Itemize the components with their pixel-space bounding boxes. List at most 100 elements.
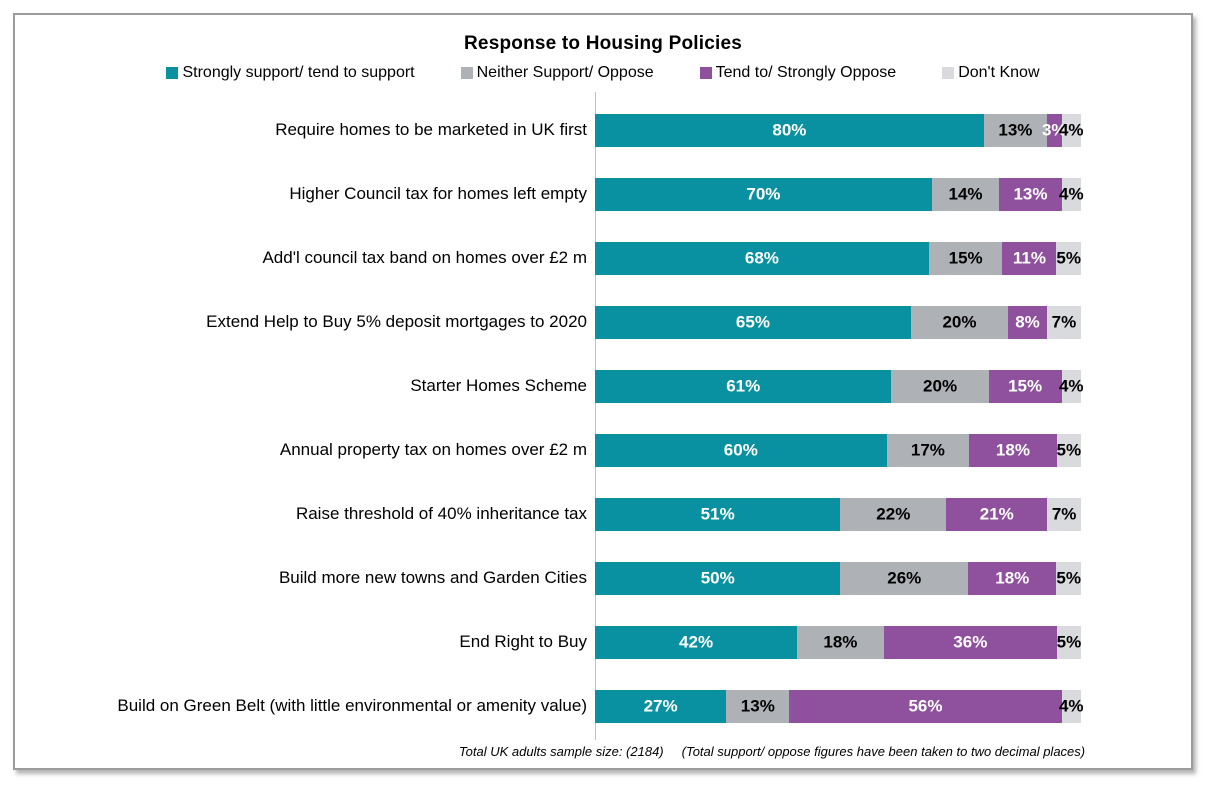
- chart-row: Build more new towns and Garden Cities 50…: [15, 546, 1191, 610]
- category-label: Starter Homes Scheme: [410, 376, 587, 395]
- bar-value-label: 80%: [772, 120, 807, 140]
- footnote-sample-size: Total UK adults sample size: (2184): [458, 744, 664, 759]
- bar-value-label: 15%: [948, 248, 983, 268]
- chart-row: Extend Help to Buy 5% deposit mortgages …: [15, 290, 1191, 354]
- bar-segment: 56%: [789, 689, 1062, 723]
- bar-value-label: 4%: [1058, 376, 1084, 396]
- bar-value-label: 13%: [998, 120, 1033, 140]
- bar-segment: 26%: [840, 561, 969, 595]
- bar-segment: 50%: [595, 561, 841, 595]
- legend-item-oppose: Tend to/ Strongly Oppose: [699, 64, 896, 82]
- legend-swatch-support-icon: [166, 67, 179, 79]
- bar-segment: 4%: [1059, 177, 1084, 211]
- footnote-note: (Total support/ oppose figures have been…: [681, 744, 1086, 759]
- bar-value-label: 4%: [1059, 184, 1084, 204]
- chart-rows: Require homes to be marketed in UK first…: [15, 98, 1191, 738]
- bar-segment: 17%: [886, 433, 970, 467]
- bar-value-label: 17%: [910, 440, 945, 460]
- category-label: Higher Council tax for homes left empty: [289, 184, 587, 203]
- bar-segment: 5%: [1056, 625, 1082, 659]
- bar-value-label: 50%: [700, 568, 735, 588]
- bar-segment: 15%: [928, 241, 1003, 275]
- bar-value-label: 14%: [948, 184, 983, 204]
- bar-value-label: 15%: [1008, 376, 1043, 396]
- bar-value-label: 8%: [1015, 312, 1040, 332]
- bar-track: 61% 20% 15% 4%: [595, 369, 1084, 403]
- bar-segment: 18%: [969, 433, 1057, 467]
- bar-segment: 61%: [595, 369, 892, 403]
- bar-segment: 51%: [595, 497, 841, 531]
- bar-value-label: 61%: [726, 376, 761, 396]
- bar-segment: 68%: [595, 241, 929, 275]
- chart-row: End Right to Buy 42% 18% 36% 5%: [15, 610, 1191, 674]
- bar-segment: 60%: [595, 433, 887, 467]
- bar-value-label: 5%: [1056, 440, 1082, 460]
- bar-value-label: 18%: [995, 568, 1030, 588]
- bar-value-label: 20%: [942, 312, 977, 332]
- legend-swatch-neither-icon: [460, 67, 473, 79]
- bar-value-label: 5%: [1056, 632, 1082, 652]
- bar-value-label: 3%: [1041, 120, 1067, 140]
- y-axis-line: [595, 92, 596, 740]
- bar-value-label: 36%: [953, 632, 988, 652]
- bar-segment: 4%: [1058, 369, 1084, 403]
- bar-value-label: 11%: [1012, 248, 1046, 268]
- bar-value-label: 4%: [1058, 696, 1084, 716]
- bar-track: 70% 14% 13% 4%: [595, 177, 1084, 211]
- bar-value-label: 18%: [823, 632, 858, 652]
- bar-value-label: 21%: [979, 504, 1014, 524]
- bar-segment: 80%: [595, 113, 984, 147]
- bar-track: 42% 18% 36% 5%: [595, 625, 1082, 659]
- bar-value-label: 51%: [700, 504, 735, 524]
- legend-label-support: Strongly support/ tend to support: [182, 64, 415, 81]
- bar-track: 27% 13% 56% 4%: [595, 689, 1084, 723]
- bar-value-label: 5%: [1056, 568, 1081, 588]
- chart-footnote: Total UK adults sample size: (2184) (Tota…: [15, 744, 1191, 759]
- category-label: Build on Green Belt (with little environ…: [117, 696, 587, 715]
- bar-value-label: 70%: [746, 184, 781, 204]
- bar-value-label: 27%: [643, 696, 678, 716]
- bar-segment: 18%: [968, 561, 1057, 595]
- legend-item-support: Strongly support/ tend to support: [166, 64, 415, 82]
- bar-value-label: 4%: [1058, 120, 1084, 140]
- bar-value-label: 68%: [744, 248, 779, 268]
- bar-segment: 13%: [983, 113, 1047, 147]
- bar-segment: 21%: [946, 497, 1048, 531]
- category-label: Annual property tax on homes over £2 m: [279, 440, 587, 459]
- bar-track: 51% 22% 21% 7%: [595, 497, 1081, 531]
- bar-segment: 36%: [883, 625, 1057, 659]
- bar-track: 60% 17% 18% 5%: [595, 433, 1082, 467]
- bar-segment: 65%: [595, 305, 911, 339]
- chart-row: Require homes to be marketed in UK first…: [15, 98, 1191, 162]
- bar-segment: 5%: [1056, 433, 1082, 467]
- bar-segment: 42%: [595, 625, 798, 659]
- plot-area: Require homes to be marketed in UK first…: [15, 92, 1191, 740]
- bar-segment: 5%: [1056, 561, 1081, 595]
- bar-segment: 18%: [797, 625, 884, 659]
- chart-row: Annual property tax on homes over £2 m 60…: [15, 418, 1191, 482]
- bar-value-label: 5%: [1056, 248, 1081, 268]
- bar-track: 68% 15% 11% 5%: [595, 241, 1081, 275]
- legend-label-neither: Neither Support/ Oppose: [476, 64, 654, 81]
- chart-row: Build on Green Belt (with little environ…: [15, 674, 1191, 738]
- bar-segment: 22%: [840, 497, 947, 531]
- bar-segment: 70%: [595, 177, 932, 211]
- legend-swatch-oppose-icon: [699, 67, 712, 79]
- bar-segment: 27%: [595, 689, 727, 723]
- bar-value-label: 22%: [876, 504, 911, 524]
- chart-row: Add'l council tax band on homes over £2 …: [15, 226, 1191, 290]
- category-label: Require homes to be marketed in UK first: [275, 120, 587, 139]
- bar-value-label: 65%: [735, 312, 770, 332]
- category-label: Raise threshold of 40% inheritance tax: [295, 504, 587, 523]
- bar-value-label: 13%: [740, 696, 775, 716]
- bar-segment: 5%: [1056, 241, 1081, 275]
- bar-value-label: 18%: [995, 440, 1030, 460]
- legend-item-neither: Neither Support/ Oppose: [460, 64, 654, 82]
- legend-item-dont-know: Don't Know: [942, 64, 1040, 82]
- category-label: Build more new towns and Garden Cities: [278, 568, 587, 587]
- bar-segment: 4%: [1058, 113, 1084, 147]
- bar-segment: 13%: [999, 177, 1062, 211]
- bar-segment: 15%: [988, 369, 1062, 403]
- chart-row: Raise threshold of 40% inheritance tax 51…: [15, 482, 1191, 546]
- bar-value-label: 60%: [723, 440, 758, 460]
